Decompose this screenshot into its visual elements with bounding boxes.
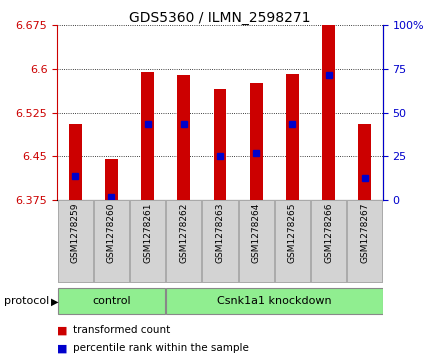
FancyBboxPatch shape xyxy=(238,200,274,282)
FancyBboxPatch shape xyxy=(94,200,129,282)
Bar xyxy=(286,74,299,200)
Text: GSM1278263: GSM1278263 xyxy=(216,202,224,263)
Text: ■: ■ xyxy=(57,325,68,335)
Bar xyxy=(322,25,335,200)
Bar xyxy=(214,89,226,200)
Text: GSM1278262: GSM1278262 xyxy=(180,202,188,262)
FancyBboxPatch shape xyxy=(58,288,165,314)
Bar xyxy=(177,75,190,200)
FancyBboxPatch shape xyxy=(311,200,346,282)
FancyBboxPatch shape xyxy=(347,200,382,282)
Bar xyxy=(141,72,154,200)
Text: GSM1278266: GSM1278266 xyxy=(324,202,333,263)
Text: GSM1278260: GSM1278260 xyxy=(107,202,116,263)
FancyBboxPatch shape xyxy=(166,200,202,282)
Text: control: control xyxy=(92,296,131,306)
FancyBboxPatch shape xyxy=(58,200,93,282)
Text: transformed count: transformed count xyxy=(73,325,170,335)
Bar xyxy=(250,83,263,200)
Text: GSM1278261: GSM1278261 xyxy=(143,202,152,263)
Text: GDS5360 / ILMN_2598271: GDS5360 / ILMN_2598271 xyxy=(129,11,311,25)
FancyBboxPatch shape xyxy=(166,288,383,314)
Text: GSM1278259: GSM1278259 xyxy=(71,202,80,263)
Text: protocol: protocol xyxy=(4,296,50,306)
FancyBboxPatch shape xyxy=(202,200,238,282)
FancyBboxPatch shape xyxy=(275,200,310,282)
Text: GSM1278265: GSM1278265 xyxy=(288,202,297,263)
FancyBboxPatch shape xyxy=(130,200,165,282)
Bar xyxy=(359,124,371,200)
Text: ▶: ▶ xyxy=(51,296,58,306)
Text: GSM1278267: GSM1278267 xyxy=(360,202,369,263)
Text: percentile rank within the sample: percentile rank within the sample xyxy=(73,343,249,354)
Bar xyxy=(105,159,118,200)
Bar xyxy=(69,124,82,200)
Text: ■: ■ xyxy=(57,343,68,354)
Text: GSM1278264: GSM1278264 xyxy=(252,202,260,262)
Text: Csnk1a1 knockdown: Csnk1a1 knockdown xyxy=(217,296,332,306)
